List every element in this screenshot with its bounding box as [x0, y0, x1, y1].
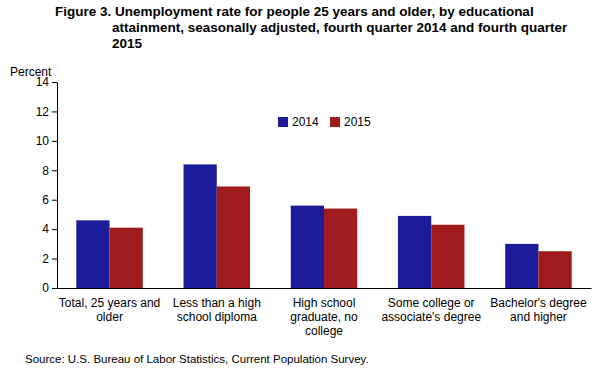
bar: [505, 244, 538, 288]
y-tick-label: 0: [42, 281, 49, 295]
x-tick-label: Bachelor's degreeand higher: [490, 296, 587, 324]
x-tick: Total, 25 years andolder: [59, 288, 160, 324]
x-tick: Bachelor's degreeand higher: [490, 288, 587, 324]
bar: [398, 216, 431, 288]
y-tick-label: 6: [42, 193, 49, 207]
y-tick-label: 4: [42, 222, 49, 236]
y-tick-mark: [52, 111, 57, 112]
y-tick: 10: [36, 134, 57, 148]
y-tick: 4: [42, 222, 57, 236]
y-tick-label: 12: [36, 105, 50, 119]
bar: [291, 206, 324, 288]
y-tick-mark: [52, 229, 57, 230]
y-tick-label: 14: [36, 75, 50, 89]
bar: [324, 209, 357, 288]
title: Figure 3. Unemployment rate for people 2…: [55, 4, 568, 51]
y-axis-line: [57, 83, 58, 289]
x-axis-line: [58, 288, 592, 289]
x-tick-label: High schoolgraduate, nocollege: [290, 296, 358, 338]
y-tick: 0: [42, 281, 57, 295]
bar: [538, 251, 571, 288]
legend-label: 2014: [292, 115, 319, 129]
plot: 0 2 4 6 8 10 12 14 Total, 25 years andolder Less …: [36, 75, 592, 337]
y-tick: 2: [42, 252, 57, 266]
bar: [76, 220, 109, 288]
y-tick: 8: [42, 164, 57, 178]
y-tick-mark: [52, 82, 57, 83]
x-tick: Some college orassociate's degree: [381, 288, 481, 324]
legend-item: 2014: [278, 115, 319, 129]
bar: [184, 164, 217, 288]
legend: 2014 2015: [278, 115, 371, 129]
legend-label: 2015: [344, 115, 371, 129]
bar: [431, 225, 464, 288]
y-tick: 12: [36, 105, 57, 119]
x-axis: Total, 25 years andolder Less than a high…: [58, 288, 592, 338]
legend-swatch: [330, 117, 340, 127]
y-tick-mark: [52, 141, 57, 142]
y-axis: 0 2 4 6 8 10 12 14: [36, 75, 58, 295]
bars: [76, 164, 571, 288]
chart-container: Figure 3. Unemployment rate for people 2…: [0, 0, 609, 375]
source-note: Source: U.S. Bureau of Labor Statistics,…: [25, 353, 369, 365]
legend-item: 2015: [330, 115, 371, 129]
y-tick-label: 10: [36, 134, 50, 148]
x-tick-label: Some college orassociate's degree: [381, 296, 481, 324]
x-tick: High schoolgraduate, nocollege: [290, 288, 358, 338]
chart-svg: Figure 3. Unemployment rate for people 2…: [0, 0, 609, 375]
x-tick: Less than a highschool diploma: [173, 288, 261, 324]
y-tick-mark: [52, 200, 57, 201]
y-tick: 6: [42, 193, 57, 207]
y-tick-label: 2: [42, 252, 49, 266]
legend-swatch: [278, 117, 288, 127]
bar: [110, 228, 143, 288]
x-tick-label: Less than a highschool diploma: [173, 296, 261, 324]
bar: [217, 186, 250, 288]
y-tick: 14: [36, 75, 57, 89]
y-tick-mark: [52, 288, 57, 289]
y-tick-mark: [52, 259, 57, 260]
y-tick-label: 8: [42, 164, 49, 178]
x-tick-label: Total, 25 years andolder: [59, 296, 160, 324]
y-tick-mark: [52, 170, 57, 171]
